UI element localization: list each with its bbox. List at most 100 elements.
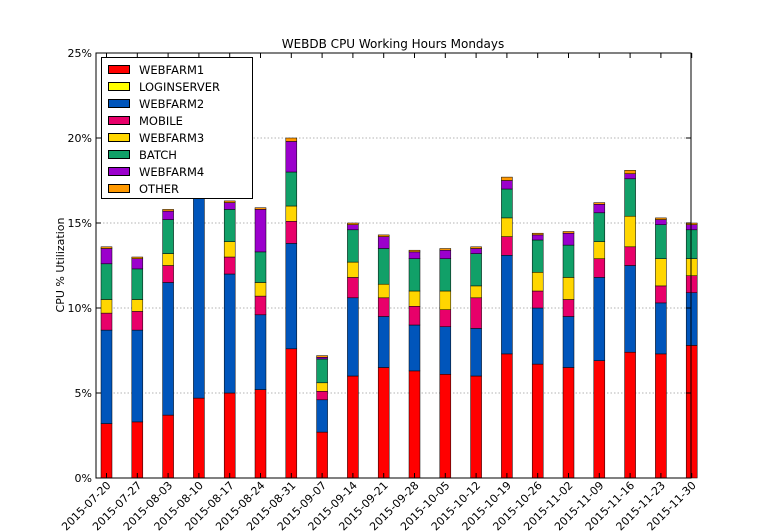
bar-segment <box>223 273 236 394</box>
bar-segment <box>377 234 390 237</box>
bar-segment <box>162 414 174 479</box>
bar-segment <box>439 258 452 292</box>
bar-segment <box>501 236 513 256</box>
bar-segment <box>562 232 575 246</box>
legend-label: OTHER <box>139 181 179 196</box>
bar-segment <box>562 316 575 368</box>
bar-segment <box>408 249 421 253</box>
bar-segment <box>655 217 667 220</box>
bar-segment <box>162 209 174 212</box>
bar-segment <box>347 224 359 231</box>
legend-item: WEBFARM1 <box>108 61 252 78</box>
bar-segment <box>223 202 236 210</box>
bar-segment <box>285 243 298 350</box>
bar-segment <box>408 370 421 479</box>
bar-segment <box>223 241 236 258</box>
bar-segment <box>624 246 636 266</box>
bar-segment <box>624 170 636 174</box>
bar-segment <box>501 217 513 237</box>
bar-segment <box>285 205 298 222</box>
bars <box>100 137 698 479</box>
bar-segment <box>347 222 359 225</box>
bar-segment <box>100 246 113 249</box>
bar-segment <box>685 229 698 259</box>
bar-segment <box>131 258 144 270</box>
bar-segment <box>470 253 482 287</box>
bar-segment <box>254 251 267 283</box>
legend-swatch <box>108 82 130 91</box>
y-tick-label: 0% <box>75 472 92 485</box>
bar-segment <box>439 374 452 479</box>
legend-label: LOGINSERVER <box>139 79 221 94</box>
bar-segment <box>593 277 606 361</box>
bar-segment <box>624 173 636 180</box>
bar-segment <box>254 209 267 253</box>
bar-segment <box>162 253 174 266</box>
bar-segment <box>347 229 359 263</box>
bar-segment <box>193 397 205 479</box>
legend-item: WEBFARM2 <box>108 95 252 112</box>
bar-segment <box>377 248 390 285</box>
bar-segment <box>285 141 298 173</box>
bar-segment <box>408 306 421 326</box>
bar-segment <box>162 282 174 416</box>
bar-segment <box>377 236 390 249</box>
bar-segment <box>470 285 482 299</box>
bar-segment <box>562 367 575 479</box>
legend-swatch <box>108 65 130 74</box>
bar-segment <box>562 231 575 234</box>
bar-segment <box>285 171 298 207</box>
bar-segment <box>439 309 452 327</box>
bar-segment <box>685 224 698 231</box>
legend-item: OTHER <box>108 180 252 197</box>
bar-segment <box>501 255 513 355</box>
bar-segment <box>408 251 421 259</box>
bar-segment <box>624 351 636 479</box>
bar-segment <box>562 244 575 278</box>
y-tick-label: 15% <box>68 217 92 230</box>
bar-segment <box>254 207 267 210</box>
bar-segment <box>439 290 452 310</box>
plot-frame <box>95 52 692 479</box>
legend: WEBFARM1 LOGINSERVER WEBFARM2 MOBILE WEBFARM… <box>101 57 253 199</box>
bar-segment <box>562 277 575 300</box>
legend-swatch <box>108 133 130 142</box>
bar-segment <box>316 399 328 433</box>
bar-segment <box>501 180 513 190</box>
bar-segment <box>285 137 298 142</box>
bar-segment <box>501 188 513 219</box>
bar-segment <box>377 367 390 479</box>
legend-swatch <box>108 150 130 159</box>
bar-segment <box>593 212 606 242</box>
bar-segment <box>562 299 575 317</box>
bar-segment <box>439 249 452 259</box>
bar-segment <box>131 256 144 259</box>
bar-segment <box>531 307 544 365</box>
bar-segment <box>501 176 513 181</box>
bar-segment <box>470 246 482 249</box>
bar-segment <box>685 345 698 479</box>
bar-segment <box>439 326 452 375</box>
bar-segment <box>593 204 606 214</box>
bar-segment <box>254 314 267 390</box>
bar-segment <box>531 272 544 292</box>
legend-swatch <box>108 116 130 125</box>
y-tick-label: 5% <box>75 387 92 400</box>
bar-segment <box>254 389 267 479</box>
bar-segment <box>131 329 144 423</box>
legend-item: WEBFARM3 <box>108 129 252 146</box>
bar-segment <box>347 277 359 299</box>
bar-segment <box>254 282 267 297</box>
bar-segment <box>100 329 113 424</box>
bar-segment <box>131 268 144 300</box>
bar-segment <box>685 258 698 276</box>
bar-segment <box>593 241 606 259</box>
bar-segment <box>531 290 544 309</box>
legend-label: BATCH <box>139 147 177 162</box>
bar-segment <box>223 209 236 242</box>
bar-segment <box>316 357 328 360</box>
bar-segment <box>316 391 328 401</box>
legend-label: WEBFARM1 <box>139 62 205 77</box>
legend-swatch <box>108 167 130 176</box>
